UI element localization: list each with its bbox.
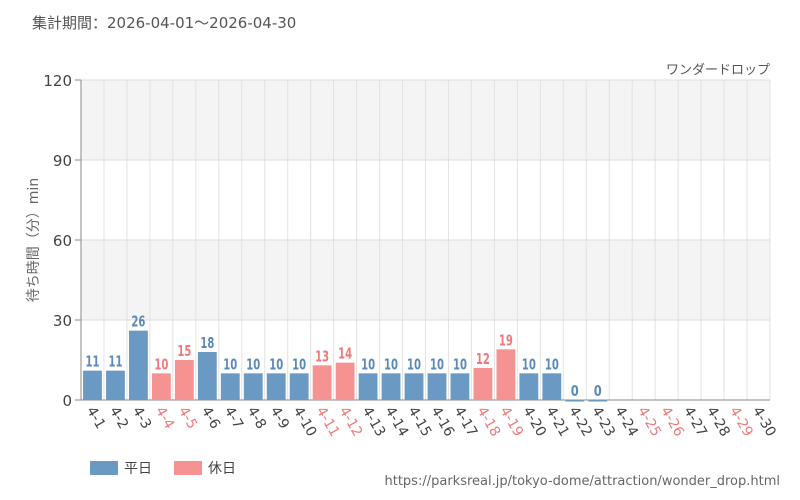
bar-value-label: 10 [154,355,168,373]
legend: 平日 休日 [90,458,236,478]
x-tick-label: 4-10 [290,404,320,440]
bar [174,360,194,400]
x-tick-label: 4-29 [726,404,756,440]
bar-value-label: 13 [315,347,329,365]
x-tick-label: 4-5 [175,404,200,432]
bar [542,373,562,400]
bar-value-label: 11 [108,353,122,371]
x-tick-label: 4-8 [244,404,269,432]
bar [197,352,217,400]
y-tick-label: 60 [53,232,72,250]
bar [220,373,240,400]
bar [496,349,516,400]
x-tick-label: 4-26 [657,404,687,440]
x-tick-label: 4-14 [382,404,412,440]
x-tick-label: 4-3 [129,404,154,432]
y-tick-label: 30 [53,312,72,330]
bar [358,373,378,400]
y-tick-label: 90 [53,152,72,170]
bar-value-label: 12 [476,350,490,368]
x-tick-label: 4-18 [473,404,503,440]
x-tick-label: 4-19 [496,404,526,440]
y-axis-label: 待ち時間（分）min [26,178,42,302]
x-tick-label: 4-30 [749,404,779,440]
bar-value-label: 10 [223,355,237,373]
y-tick-label: 120 [43,72,72,90]
bar-value-label: 10 [545,355,559,373]
bar-value-label: 26 [131,313,145,331]
bar [289,373,309,400]
bar-value-label: 10 [292,355,306,373]
x-tick-label: 4-13 [359,404,389,440]
bar-value-label: 10 [430,355,444,373]
bar [83,370,102,400]
bar-value-label: 10 [522,355,536,373]
bar [519,373,539,400]
x-tick-label: 4-11 [313,404,343,440]
x-tick-label: 4-4 [152,404,177,432]
bar-value-label: 0 [571,382,579,400]
bar [243,373,263,400]
chart-title: ワンダードロップ [666,63,770,78]
source-url: https://parksreal.jp/tokyo-dome/attracti… [384,474,781,489]
bar-value-label: 10 [407,355,421,373]
bar-value-label: 10 [361,355,375,373]
bar-value-label: 11 [85,353,99,371]
x-tick-label: 4-25 [634,404,664,440]
legend-item-weekday[interactable]: 平日 [90,458,152,478]
x-tick-label: 4-6 [198,404,223,432]
x-tick-label: 4-27 [680,404,710,440]
bar [106,370,125,400]
x-tick-label: 4-15 [405,404,435,440]
y-tick-label: 0 [62,392,72,410]
bar-value-label: 10 [384,355,398,373]
bar-value-label: 19 [499,331,513,349]
x-tick-label: 4-16 [428,404,458,440]
x-tick-label: 4-7 [221,404,246,432]
bar-value-label: 15 [177,342,191,360]
bar-value-label: 18 [200,334,214,352]
bar [381,373,401,400]
bar-value-label: 10 [246,355,260,373]
wait-time-chart: 0306090120待ち時間（分）minワンダードロップ114-1114-226… [26,63,779,440]
bar [335,362,355,400]
bar [266,373,286,400]
bar-value-label: 14 [338,345,352,363]
x-tick-label: 4-28 [703,404,733,440]
bar-value-label: 0 [594,382,602,400]
x-tick-label: 4-24 [611,404,641,440]
bar [312,365,332,400]
x-tick-label: 4-9 [267,404,292,432]
bar [565,400,585,402]
legend-swatch-weekday [90,461,118,475]
bar [404,373,424,400]
bar [151,373,171,400]
bar-value-label: 10 [453,355,467,373]
bar [588,400,608,402]
legend-swatch-holiday [174,461,202,475]
legend-item-holiday[interactable]: 休日 [174,458,236,478]
x-tick-label: 4-22 [565,404,595,440]
x-tick-label: 4-23 [588,404,618,440]
x-tick-label: 4-20 [519,404,549,440]
x-tick-label: 4-21 [542,404,572,440]
bar [450,373,470,400]
bar [427,373,447,400]
x-tick-label: 4-17 [450,404,480,440]
period-label: 集計期間：2026-04-01～2026-04-30 [32,14,297,32]
legend-label-holiday: 休日 [208,461,236,477]
legend-label-weekday: 平日 [124,461,152,477]
x-tick-label: 4-2 [106,404,131,432]
x-tick-label: 4-1 [83,404,108,432]
x-tick-label: 4-12 [336,404,366,440]
bar-value-label: 10 [269,355,283,373]
bar [473,368,493,400]
bar [129,330,148,400]
